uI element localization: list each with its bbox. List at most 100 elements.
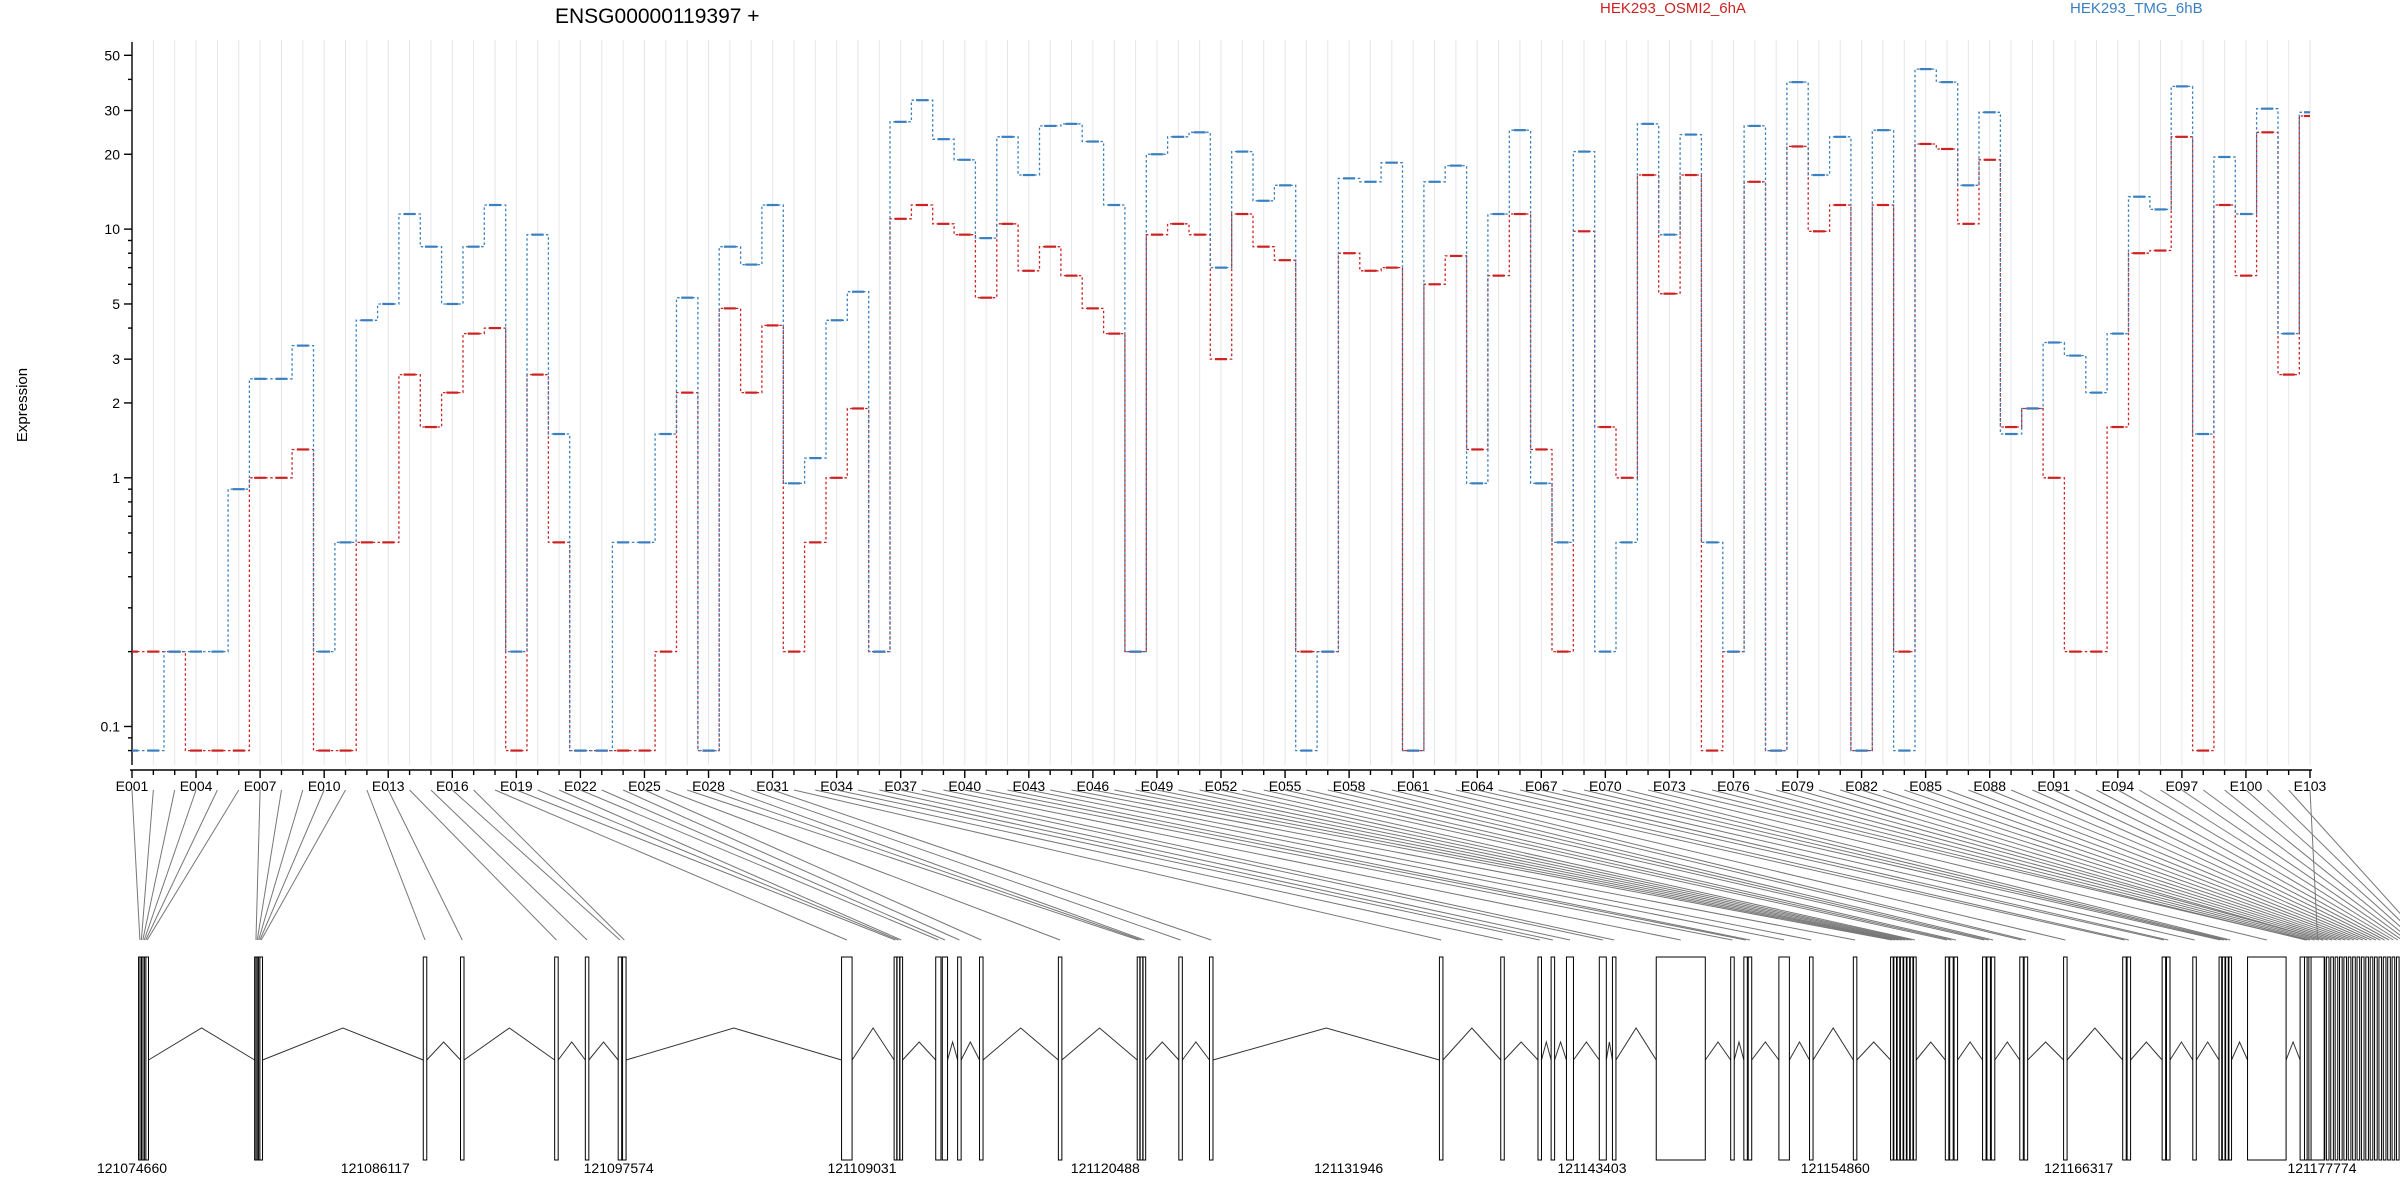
exon-connector	[1605, 789, 2228, 941]
exon-box	[1438, 956, 1444, 1161]
intron	[2066, 1027, 2124, 1061]
intron	[1615, 1027, 1657, 1061]
exon-box	[2352, 956, 2356, 1161]
exon-box	[460, 956, 465, 1161]
exon-box	[1953, 956, 1959, 1161]
exon-connector	[1477, 789, 2129, 941]
exon-box	[1906, 956, 1911, 1161]
intron	[982, 1027, 1059, 1061]
exon-connector	[729, 789, 1145, 941]
intron	[2231, 1040, 2248, 1061]
exon-connector	[1541, 789, 2195, 941]
exon-connector	[751, 789, 1181, 941]
intron	[1957, 1041, 1983, 1061]
exon-box	[422, 956, 428, 1161]
intron	[2285, 1040, 2301, 1061]
exon-box	[2225, 956, 2229, 1161]
exon-box	[1178, 956, 1183, 1161]
exon-connector	[857, 789, 1553, 941]
x-tick-label: E004	[180, 778, 213, 794]
exon-box	[899, 956, 904, 1161]
genome-tick-label: 121177774	[2287, 1160, 2356, 1176]
intron	[557, 1041, 586, 1061]
x-tick-label: E040	[948, 778, 981, 794]
x-tick-label: E001	[116, 778, 149, 794]
x-tick-label: E052	[1205, 778, 1238, 794]
intron	[1994, 1041, 2021, 1061]
exon-connector	[2010, 789, 2368, 941]
exon-box	[2166, 956, 2171, 1161]
exon-box	[2023, 956, 2029, 1161]
exon-connector	[1904, 789, 2346, 941]
exon-box	[1057, 956, 1063, 1161]
intron	[1212, 1027, 1440, 1061]
exon-box	[941, 956, 949, 1161]
exon-connector	[1284, 789, 1952, 941]
exon-connector	[1711, 789, 2311, 941]
exon-box	[259, 956, 264, 1161]
y-tick-label: 2	[112, 395, 120, 411]
x-tick-label: E091	[2037, 778, 2070, 794]
exon-connector	[259, 789, 325, 941]
x-tick-label: E031	[756, 778, 789, 794]
genome-tick-label: 121074660	[97, 1160, 167, 1176]
y-axis: 0.1 1 2 3 5 10 20 30 50	[101, 42, 133, 765]
x-tick-label: E049	[1141, 778, 1174, 794]
exon-connector	[815, 789, 1503, 941]
intron	[262, 1027, 424, 1061]
exon-box	[1747, 956, 1753, 1161]
exon-connector	[1178, 789, 1906, 941]
exon-box	[2303, 956, 2308, 1161]
exon-connector	[2309, 789, 2319, 941]
exon-box	[2360, 956, 2365, 1161]
exon-box	[935, 956, 942, 1161]
exon-connector	[2181, 789, 2400, 940]
exon-connector	[1242, 789, 1915, 941]
exon-connector	[2266, 789, 2400, 922]
exon-connector	[1135, 789, 1899, 941]
exon-connector	[1583, 789, 2224, 941]
exon-connector	[665, 789, 1061, 941]
genome-tick-label: 121166317	[2044, 1160, 2113, 1176]
exon-box	[2247, 956, 2287, 1161]
exon-connector	[2074, 789, 2381, 941]
intron	[2027, 1041, 2064, 1061]
exon-connector	[1669, 789, 2308, 941]
x-tick-label: E046	[1077, 778, 1110, 794]
exon-connector	[1733, 789, 2315, 941]
exon-connector	[1071, 789, 1856, 941]
intron	[2195, 1041, 2220, 1061]
x-tick-label: E061	[1397, 778, 1430, 794]
exon-box	[2369, 956, 2374, 1161]
intron	[1751, 1041, 1780, 1061]
exon-connector	[1007, 789, 1751, 941]
exon-connector	[494, 789, 848, 941]
exon-box	[1913, 956, 1917, 1161]
exon-connector	[1861, 789, 2337, 941]
intron	[1812, 1027, 1854, 1061]
exon-box	[2228, 956, 2233, 1161]
x-tick-label: E013	[372, 778, 405, 794]
intron	[148, 1027, 255, 1061]
intron	[902, 1041, 937, 1061]
exon-connector	[1925, 789, 2350, 941]
exon-connector	[2224, 789, 2400, 932]
series-lines	[132, 67, 2310, 752]
exon-box	[1500, 956, 1505, 1161]
intron	[1145, 1041, 1180, 1061]
exon-connector	[1413, 789, 2027, 941]
exon-connector	[537, 789, 899, 941]
exon-connector	[1776, 789, 2324, 941]
exon-connector	[1114, 789, 1896, 941]
exon-connector	[943, 789, 1681, 941]
exon-connector	[1989, 789, 2363, 941]
exon-connector	[1626, 789, 2231, 941]
x-tick-label: E055	[1269, 778, 1302, 794]
series-dashed-path	[132, 68, 2310, 752]
exon-connector	[1028, 789, 1785, 941]
exon-connector	[140, 789, 154, 941]
exon-connector	[2117, 789, 2390, 941]
intron	[1061, 1027, 1138, 1061]
exon-box	[893, 956, 898, 1161]
exon-connector	[921, 789, 1615, 941]
